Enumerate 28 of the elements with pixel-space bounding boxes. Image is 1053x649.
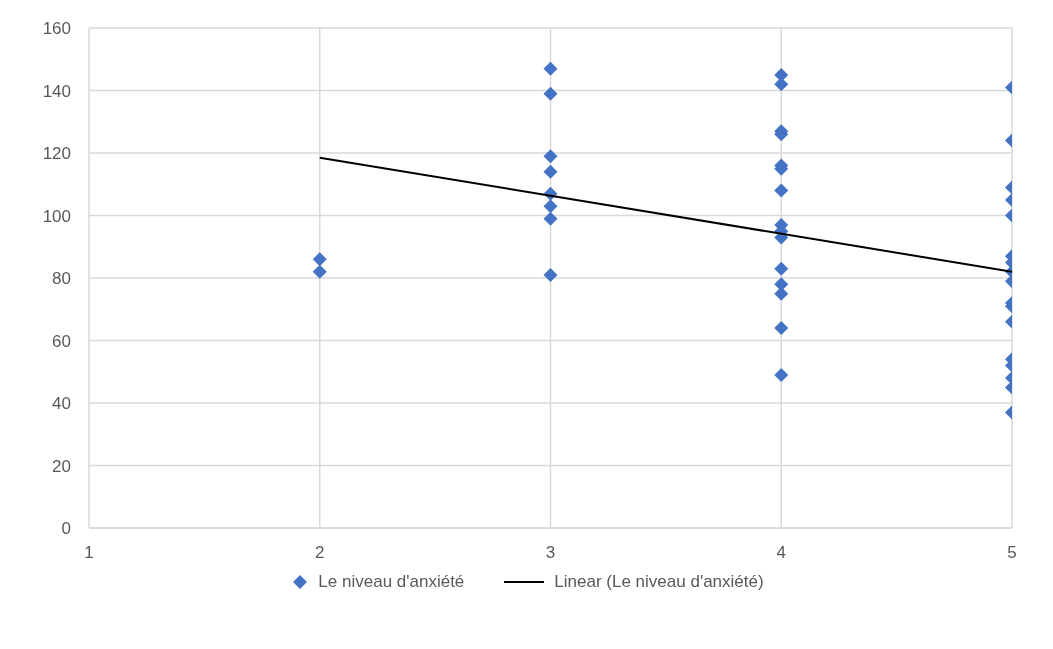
y-tick-label: 20 [52, 456, 71, 476]
x-tick-label: 5 [1007, 543, 1017, 563]
point [543, 149, 558, 164]
x-tick-label: 2 [315, 543, 325, 563]
x-tick-label: 3 [545, 543, 556, 563]
y-tick-label: 80 [52, 269, 71, 289]
point [543, 61, 558, 76]
y-tick-label: 160 [42, 19, 71, 39]
point [543, 199, 558, 214]
y-tick-label: 140 [42, 81, 71, 101]
y-tick-label: 0 [61, 519, 71, 539]
point [543, 164, 558, 179]
point [774, 367, 789, 382]
x-tick-label: 4 [776, 543, 786, 563]
legend-label: Le niveau d'anxiété [318, 572, 465, 592]
point [774, 321, 789, 335]
y-tick-label: 40 [52, 394, 71, 414]
point [774, 261, 789, 276]
point [774, 77, 789, 92]
legend-label: Linear (Le niveau d'anxiété) [554, 572, 764, 592]
y-tick-label: 120 [42, 144, 71, 164]
y-tick-label: 100 [42, 206, 71, 226]
point [543, 86, 558, 101]
point [543, 211, 558, 226]
point [774, 183, 789, 198]
y-tick-label: 60 [52, 331, 71, 351]
x-tick-label: 1 [84, 543, 94, 563]
point [543, 267, 558, 282]
